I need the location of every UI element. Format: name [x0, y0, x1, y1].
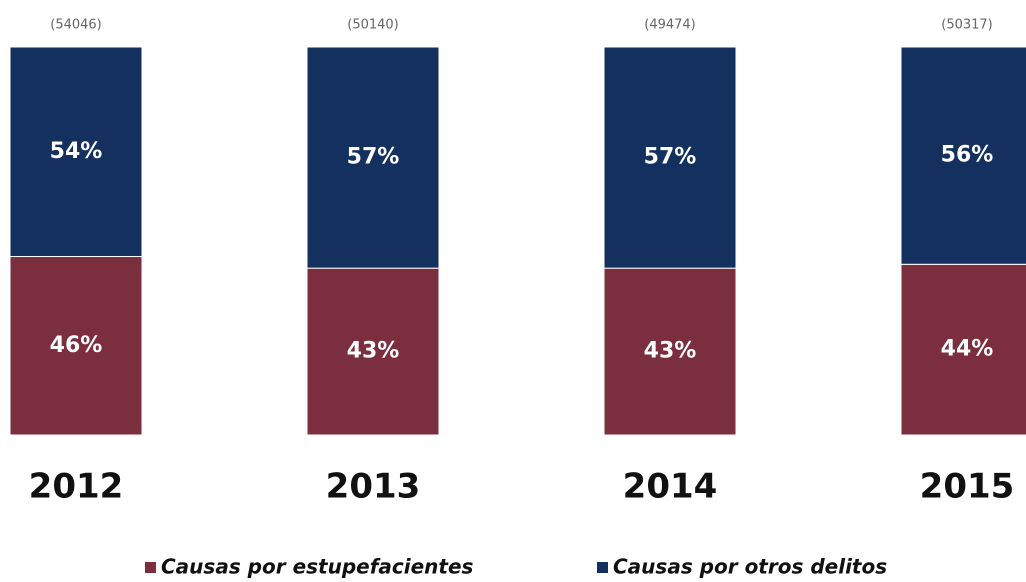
legend-marker	[145, 562, 156, 573]
x-tick-label: 2012	[29, 467, 124, 507]
annotation: (49474)	[644, 18, 696, 33]
value-label: 46%	[50, 333, 103, 358]
bar-segment	[900, 46, 1026, 265]
x-tick-label: 2015	[920, 467, 1015, 507]
x-tick-label: 2013	[326, 467, 421, 507]
value-label: 57%	[347, 145, 400, 170]
bar-segment	[9, 256, 143, 436]
bar-segment	[603, 267, 737, 436]
value-label: 43%	[347, 339, 400, 364]
value-label: 43%	[644, 339, 697, 364]
bar-segment	[306, 46, 440, 269]
bar-segment	[900, 263, 1026, 436]
legend-marker	[597, 562, 608, 573]
bar-segment	[9, 46, 143, 258]
bar-segment	[603, 46, 737, 269]
value-label: 57%	[644, 145, 697, 170]
annotation: (50317)	[941, 18, 993, 33]
value-label: 56%	[941, 143, 994, 168]
value-label: 54%	[50, 139, 103, 164]
annotation: (50140)	[347, 18, 399, 33]
annotation: (54046)	[50, 18, 102, 33]
legend-label: Causas por otros delitos	[613, 555, 887, 579]
legend-label: Causas por estupefacientes	[161, 555, 474, 579]
x-tick-label: 2014	[623, 467, 718, 507]
value-label: 44%	[941, 337, 994, 362]
